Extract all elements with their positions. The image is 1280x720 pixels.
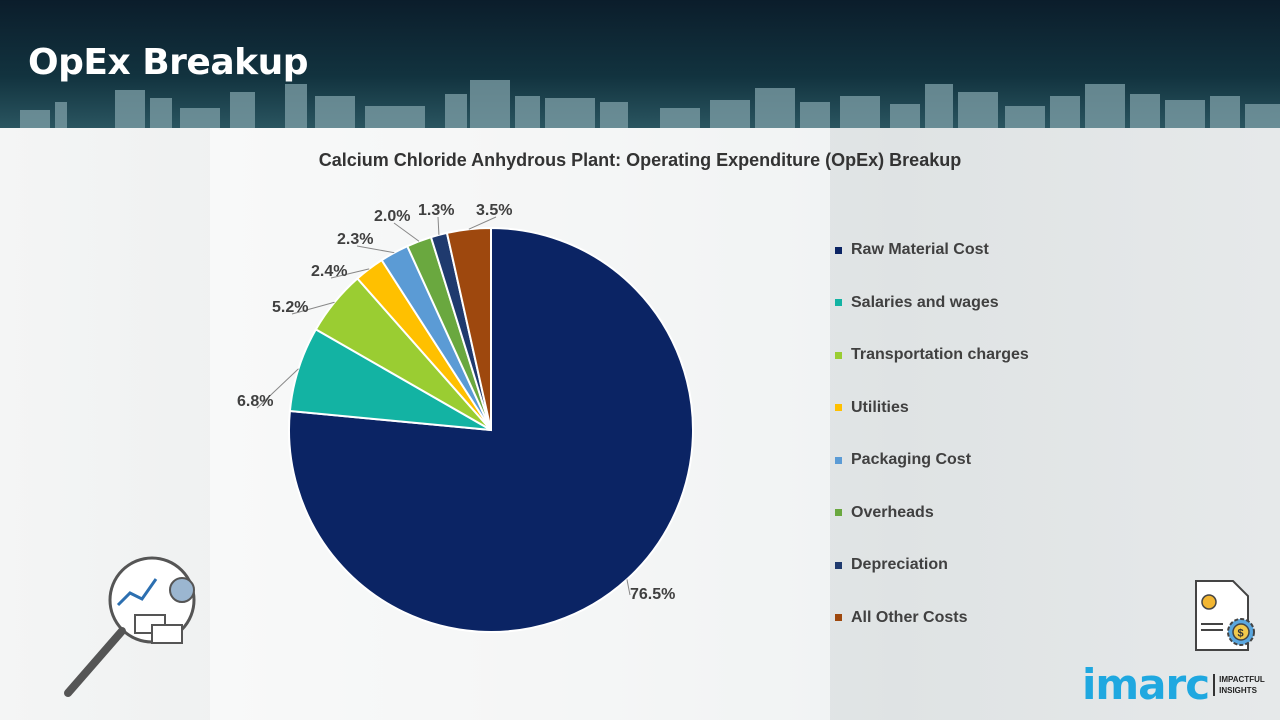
legend-swatch bbox=[835, 561, 842, 569]
logo-tagline: IMPACTFUL INSIGHTS bbox=[1213, 673, 1265, 696]
leader-line bbox=[291, 301, 335, 315]
data-label: 2.3% bbox=[337, 231, 373, 248]
legend-item: Transportation charges bbox=[835, 329, 1029, 382]
legend-swatch bbox=[835, 246, 842, 254]
legend-item: All Other Costs bbox=[835, 592, 1029, 645]
legend-item: Overheads bbox=[835, 487, 1029, 540]
legend-item: Utilities bbox=[835, 382, 1029, 435]
imarc-logo: imarc IMPACTFUL INSIGHTS bbox=[1082, 660, 1265, 709]
page-title: OpEx Breakup bbox=[28, 42, 308, 83]
leader-line bbox=[330, 268, 370, 279]
logo-tagline-line2: INSIGHTS bbox=[1219, 685, 1257, 695]
data-label: 3.5% bbox=[476, 202, 512, 219]
legend-swatch bbox=[835, 614, 842, 622]
legend-swatch bbox=[835, 509, 842, 517]
data-label: 6.8% bbox=[237, 393, 273, 410]
legend-label: Raw Material Cost bbox=[851, 241, 989, 259]
legend-item: Packaging Cost bbox=[835, 434, 1029, 487]
legend-label: Transportation charges bbox=[851, 346, 1029, 364]
data-label: 76.5% bbox=[630, 586, 675, 603]
legend-swatch bbox=[835, 404, 842, 412]
legend-item: Depreciation bbox=[835, 539, 1029, 592]
data-label: 5.2% bbox=[272, 299, 308, 316]
pie-slice bbox=[445, 226, 492, 431]
data-label: 1.3% bbox=[418, 202, 454, 219]
legend-swatch bbox=[835, 299, 842, 307]
city-skyline-decoration bbox=[20, 80, 1280, 128]
chart-legend: Raw Material Cost Salaries and wages Trans… bbox=[835, 224, 1029, 644]
leader-line bbox=[393, 222, 420, 242]
legend-label: Depreciation bbox=[851, 556, 948, 574]
chart-title: Calcium Chloride Anhydrous Plant: Operat… bbox=[318, 150, 962, 170]
data-label: 2.4% bbox=[311, 263, 347, 280]
leader-line bbox=[468, 216, 497, 230]
legend-label: Overheads bbox=[851, 503, 934, 521]
svg-text:$: $ bbox=[1238, 628, 1244, 640]
legend-swatch bbox=[835, 351, 842, 359]
leader-line bbox=[256, 368, 299, 409]
legend-label: Salaries and wages bbox=[851, 293, 999, 311]
leader-line bbox=[437, 216, 440, 235]
legend-label: Packaging Cost bbox=[851, 451, 972, 469]
analytics-magnifier-icon bbox=[64, 556, 196, 697]
cost-document-gear-icon: $ bbox=[1195, 580, 1255, 651]
leader-line bbox=[356, 245, 395, 254]
legend-item: Salaries and wages bbox=[835, 277, 1029, 330]
logo-tagline-line1: IMPACTFUL bbox=[1219, 674, 1265, 684]
header-banner: OpEx Breakup bbox=[0, 0, 1280, 128]
legend-label: Utilities bbox=[851, 398, 909, 416]
logo-wordmark: imarc bbox=[1082, 660, 1210, 709]
data-label: 2.0% bbox=[374, 208, 410, 225]
legend-item: Raw Material Cost bbox=[835, 224, 1029, 277]
legend-label: All Other Costs bbox=[851, 608, 968, 626]
leader-line bbox=[626, 579, 631, 596]
legend-swatch bbox=[835, 456, 842, 464]
